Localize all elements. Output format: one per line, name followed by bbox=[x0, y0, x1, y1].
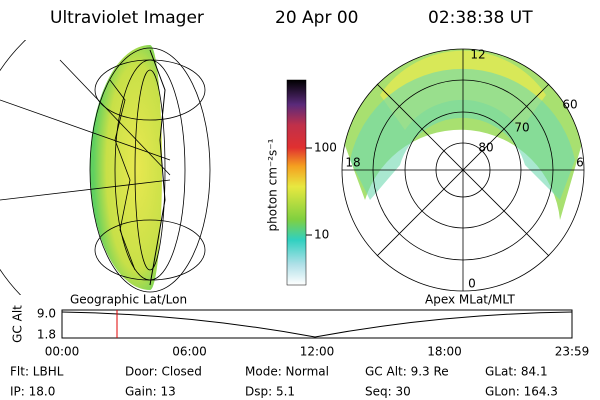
globe-image bbox=[0, 40, 211, 295]
time: 02:38:38 UT bbox=[428, 8, 533, 28]
colorbar-tick-label: 100 bbox=[314, 141, 337, 155]
info-field: Gain: 13 bbox=[125, 385, 176, 399]
polar-label: 60 bbox=[562, 98, 577, 112]
info-field: GLat: 84.1 bbox=[485, 365, 548, 379]
orbit-xtick: 18:00 bbox=[427, 345, 462, 359]
info-field: Seq: 30 bbox=[365, 385, 411, 399]
info-field: IP: 18.0 bbox=[10, 385, 55, 399]
orbit-ylabel: GC Alt bbox=[11, 305, 25, 343]
orbit-curve bbox=[61, 311, 573, 338]
colorbar-label: photon cm⁻²s⁻¹ bbox=[266, 138, 280, 231]
orbit-ytick: 1.8 bbox=[37, 328, 56, 342]
polar-label: 80 bbox=[478, 141, 493, 155]
orbit-xtick: 12:00 bbox=[300, 345, 335, 359]
orbit-ytick: 9.0 bbox=[37, 307, 56, 321]
info-field: GLon: 164.3 bbox=[485, 385, 558, 399]
orbit-xtick: 23:59 bbox=[555, 345, 590, 359]
polar-label: 70 bbox=[514, 121, 529, 135]
orbit-xtick: 00:00 bbox=[45, 345, 80, 359]
info-field: Flt: LBHL bbox=[10, 365, 64, 379]
colorbar bbox=[286, 79, 307, 286]
orbit-xtick: 06:00 bbox=[172, 345, 207, 359]
info-field: Dsp: 5.1 bbox=[245, 385, 295, 399]
polar-grid bbox=[341, 48, 585, 292]
date: 20 Apr 00 bbox=[275, 8, 358, 28]
orbit-frame bbox=[61, 309, 573, 339]
colorbar-tick-label: 10 bbox=[314, 228, 329, 242]
panel-label: Geographic Lat/Lon bbox=[70, 293, 187, 307]
info-field: GC Alt: 9.3 Re bbox=[365, 365, 449, 379]
info-field: Mode: Normal bbox=[245, 365, 329, 379]
polar-label: 6 bbox=[576, 156, 584, 170]
panel-label: Apex MLat/MLT bbox=[425, 293, 515, 307]
polar-label: 0 bbox=[468, 277, 476, 291]
info-field: Door: Closed bbox=[125, 365, 202, 379]
polar-label: 18 bbox=[345, 156, 360, 170]
polar-label: 12 bbox=[470, 48, 485, 62]
title: Ultraviolet Imager bbox=[50, 8, 204, 28]
